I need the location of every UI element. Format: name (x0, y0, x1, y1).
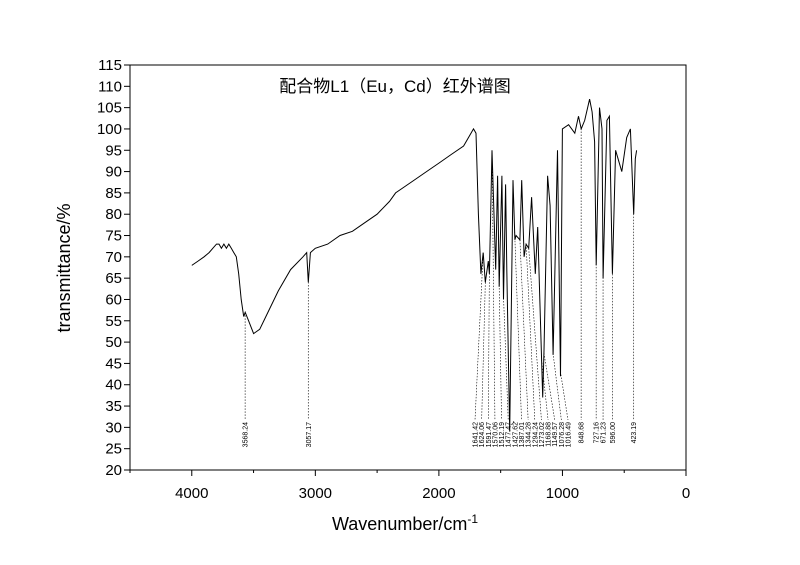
peak-guide-line (543, 353, 556, 421)
y-tick-label: 90 (105, 164, 122, 181)
y-tick-label: 30 (105, 419, 122, 436)
peak-label: 671.23 (601, 422, 608, 444)
peak-label: 596.00 (610, 422, 617, 444)
y-tick-label: 95 (105, 142, 122, 159)
x-axis: 4000 3000 2000 1000 0 (129, 470, 690, 502)
peak-label: 1624.06 (479, 422, 486, 447)
peak-label: 1641.42 (473, 422, 480, 447)
peak-label: 1273.02 (539, 422, 546, 447)
y-tick-label: 60 (105, 291, 122, 308)
x-tick-label: 4000 (175, 485, 208, 502)
peak-label: 1512.19 (499, 422, 506, 447)
peak-label: 1344.28 (526, 422, 533, 447)
x-axis-title-main: Wavenumber/cm (332, 514, 467, 534)
peak-label: 1387.01 (519, 422, 526, 447)
peak-label: 727.16 (594, 422, 601, 444)
peak-guide-lines (244, 128, 635, 428)
x-tick-label: 2000 (422, 485, 455, 502)
peak-guide-line (560, 371, 569, 421)
y-tick-label: 50 (105, 334, 122, 351)
peak-guide-line (519, 239, 529, 421)
y-tick-label: 70 (105, 249, 122, 266)
y-tick-label: 65 (105, 270, 122, 287)
peak-guide-line (509, 419, 516, 428)
plot-frame (129, 64, 687, 471)
peak-guide-line (498, 285, 502, 421)
peak-label: 1149.57 (552, 422, 559, 447)
y-tick-label: 105 (97, 100, 122, 117)
peak-label: 1591.47 (486, 422, 493, 447)
peak-label: 1016.49 (566, 422, 573, 447)
y-tick-label: 115 (98, 57, 122, 74)
y-tick-label: 85 (105, 185, 122, 202)
y-tick-label: 110 (98, 78, 122, 95)
y-tick-label: 20 (105, 462, 122, 479)
peak-label: 1427.62 (512, 422, 519, 447)
x-tick-label: 0 (682, 485, 690, 502)
peak-label: 1570.06 (492, 422, 499, 447)
peak-guide-line (474, 253, 484, 421)
peak-label: 1477.47 (506, 422, 513, 447)
peak-guide-line (541, 359, 549, 421)
chart-title: 配合物L1（Eu，Cd）红外谱图 (279, 77, 510, 96)
x-tick-label: 3000 (299, 485, 332, 502)
y-tick-label: 35 (105, 398, 122, 415)
y-axis-title: transmittance/% (54, 203, 74, 332)
y-tick-label: 25 (105, 441, 122, 458)
peak-guide-line (487, 273, 490, 421)
peak-guide-line (514, 231, 522, 421)
peak-label: 3057.17 (306, 422, 313, 447)
peak-label: 3568.24 (243, 422, 250, 447)
x-tick-label: 1000 (546, 485, 579, 502)
peak-label: 1076.28 (559, 422, 566, 447)
y-axis: 20 25 30 35 40 45 50 55 60 65 70 75 80 85 90 95 100 105 11… (97, 57, 130, 479)
peak-guide-line (481, 282, 486, 421)
y-tick-label: 80 (105, 206, 122, 223)
peak-guide-line (552, 353, 562, 421)
peak-label: 1168.88 (546, 422, 553, 447)
peak-labels: 3568.24 3057.17 1641.42 1624.06 1591.47 1570.… (243, 422, 639, 447)
series-line (191, 98, 638, 432)
y-tick-label: 45 (105, 355, 122, 372)
x-axis-title: Wavenumber/cm-1 (332, 512, 478, 534)
peak-label: 423.19 (631, 422, 638, 444)
peak-label: 1294.24 (532, 422, 539, 447)
y-tick-label: 55 (105, 313, 122, 330)
y-tick-label: 100 (97, 121, 122, 138)
peak-guide-line (525, 244, 536, 421)
x-axis-title-sup: -1 (467, 512, 478, 526)
y-tick-label: 75 (105, 228, 122, 245)
peak-label: 848.68 (579, 422, 586, 444)
y-tick-label: 40 (105, 377, 122, 394)
